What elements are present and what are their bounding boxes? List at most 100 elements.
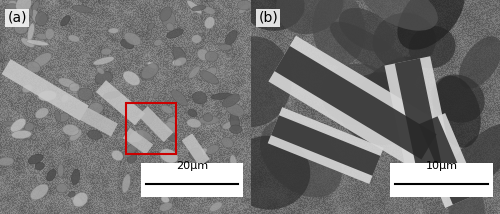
Ellipse shape: [68, 35, 80, 42]
Ellipse shape: [38, 91, 56, 101]
Ellipse shape: [210, 202, 222, 211]
Ellipse shape: [222, 120, 240, 129]
Ellipse shape: [32, 1, 39, 12]
Ellipse shape: [174, 57, 186, 66]
Bar: [390, 163, 492, 197]
Ellipse shape: [2, 121, 19, 126]
Text: 20μm: 20μm: [176, 161, 208, 171]
Ellipse shape: [167, 117, 178, 128]
Ellipse shape: [173, 47, 186, 64]
Ellipse shape: [154, 39, 162, 46]
Ellipse shape: [206, 145, 219, 154]
Ellipse shape: [32, 9, 39, 22]
Ellipse shape: [58, 78, 76, 88]
Ellipse shape: [89, 103, 103, 114]
Ellipse shape: [30, 184, 48, 200]
Ellipse shape: [188, 109, 197, 117]
Ellipse shape: [339, 8, 394, 52]
Ellipse shape: [16, 0, 32, 13]
Ellipse shape: [10, 119, 26, 132]
Ellipse shape: [161, 196, 170, 203]
Ellipse shape: [148, 62, 157, 69]
Ellipse shape: [148, 23, 154, 30]
Ellipse shape: [260, 119, 342, 198]
Ellipse shape: [60, 16, 70, 26]
Ellipse shape: [123, 142, 138, 158]
Bar: [140, 163, 244, 197]
Ellipse shape: [8, 0, 18, 9]
Ellipse shape: [244, 0, 304, 31]
Ellipse shape: [108, 28, 119, 33]
Ellipse shape: [222, 94, 240, 107]
Ellipse shape: [12, 130, 32, 139]
Ellipse shape: [230, 113, 239, 131]
Ellipse shape: [219, 44, 232, 51]
Ellipse shape: [330, 22, 416, 83]
Ellipse shape: [372, 13, 436, 69]
Ellipse shape: [226, 30, 237, 45]
Ellipse shape: [5, 4, 24, 13]
Ellipse shape: [27, 61, 40, 73]
Ellipse shape: [172, 60, 181, 66]
Text: (b): (b): [258, 11, 278, 25]
Ellipse shape: [228, 136, 310, 210]
Ellipse shape: [35, 162, 44, 170]
Ellipse shape: [124, 32, 141, 45]
Ellipse shape: [69, 83, 80, 92]
Ellipse shape: [312, 0, 365, 66]
Ellipse shape: [164, 122, 177, 133]
Ellipse shape: [203, 113, 213, 121]
Ellipse shape: [348, 56, 420, 122]
Ellipse shape: [103, 92, 120, 98]
Ellipse shape: [211, 93, 232, 99]
Ellipse shape: [172, 90, 187, 106]
Ellipse shape: [157, 166, 170, 182]
Ellipse shape: [28, 154, 43, 164]
Ellipse shape: [200, 159, 209, 169]
Ellipse shape: [199, 116, 219, 124]
Ellipse shape: [28, 23, 34, 41]
Ellipse shape: [166, 23, 174, 31]
Ellipse shape: [166, 29, 184, 38]
Ellipse shape: [36, 33, 48, 40]
Ellipse shape: [238, 4, 248, 14]
Ellipse shape: [78, 88, 92, 100]
Ellipse shape: [112, 150, 123, 161]
Ellipse shape: [26, 3, 32, 16]
Ellipse shape: [35, 108, 48, 119]
Ellipse shape: [36, 12, 48, 26]
Ellipse shape: [138, 129, 153, 141]
Ellipse shape: [21, 38, 34, 48]
Ellipse shape: [164, 153, 178, 164]
Ellipse shape: [340, 72, 425, 145]
Ellipse shape: [178, 172, 192, 187]
Ellipse shape: [202, 67, 216, 81]
Ellipse shape: [197, 49, 209, 61]
Ellipse shape: [230, 155, 236, 169]
Ellipse shape: [95, 71, 112, 85]
Ellipse shape: [70, 129, 82, 141]
Ellipse shape: [153, 91, 160, 99]
Ellipse shape: [142, 64, 158, 79]
Ellipse shape: [200, 71, 218, 84]
Ellipse shape: [168, 132, 175, 141]
Ellipse shape: [68, 191, 75, 197]
Ellipse shape: [58, 113, 69, 122]
Ellipse shape: [215, 36, 292, 127]
Text: (a): (a): [8, 11, 27, 25]
Ellipse shape: [140, 72, 153, 80]
Ellipse shape: [45, 28, 54, 40]
Ellipse shape: [192, 92, 207, 104]
Ellipse shape: [14, 23, 28, 34]
Ellipse shape: [55, 110, 60, 122]
Ellipse shape: [189, 148, 203, 160]
Ellipse shape: [33, 53, 52, 67]
Ellipse shape: [188, 66, 200, 78]
Ellipse shape: [138, 106, 153, 124]
Ellipse shape: [321, 64, 395, 125]
Ellipse shape: [161, 105, 173, 114]
Ellipse shape: [187, 119, 201, 128]
Ellipse shape: [230, 125, 242, 134]
Ellipse shape: [360, 0, 438, 31]
Ellipse shape: [204, 17, 215, 29]
